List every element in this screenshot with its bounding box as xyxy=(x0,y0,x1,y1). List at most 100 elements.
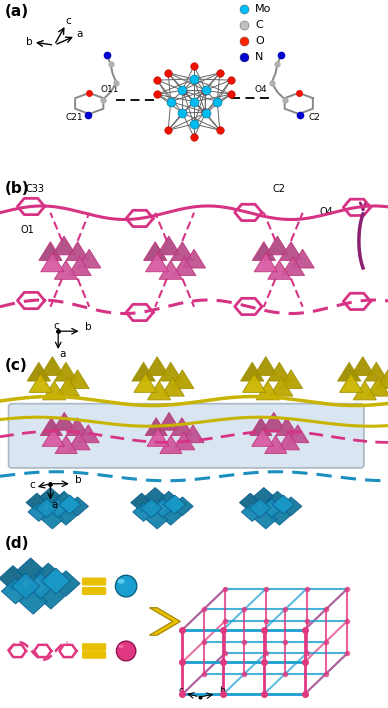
Polygon shape xyxy=(152,499,174,518)
Polygon shape xyxy=(239,493,261,512)
Polygon shape xyxy=(171,370,194,389)
Text: a: a xyxy=(59,349,65,359)
Text: a: a xyxy=(51,501,57,510)
Polygon shape xyxy=(39,241,62,261)
Polygon shape xyxy=(54,261,78,280)
Text: b: b xyxy=(219,686,225,695)
Polygon shape xyxy=(55,435,77,453)
Polygon shape xyxy=(27,573,55,599)
Polygon shape xyxy=(68,432,90,450)
Polygon shape xyxy=(144,241,167,261)
Polygon shape xyxy=(254,357,277,375)
Polygon shape xyxy=(133,503,154,521)
Polygon shape xyxy=(261,499,282,518)
Polygon shape xyxy=(78,249,101,268)
Polygon shape xyxy=(146,357,169,375)
FancyBboxPatch shape xyxy=(83,588,106,594)
Polygon shape xyxy=(268,506,290,525)
FancyBboxPatch shape xyxy=(83,578,106,585)
Polygon shape xyxy=(29,374,52,392)
Polygon shape xyxy=(253,488,275,506)
Polygon shape xyxy=(134,374,157,392)
Polygon shape xyxy=(2,578,29,604)
Polygon shape xyxy=(42,510,63,529)
Text: c: c xyxy=(54,321,59,331)
Polygon shape xyxy=(171,418,193,435)
Polygon shape xyxy=(159,362,182,381)
Polygon shape xyxy=(171,497,193,515)
Polygon shape xyxy=(291,249,314,268)
Polygon shape xyxy=(0,566,27,591)
Text: b: b xyxy=(75,475,81,485)
Polygon shape xyxy=(263,412,285,430)
Text: O1: O1 xyxy=(20,225,34,236)
Polygon shape xyxy=(280,497,302,515)
Text: (a): (a) xyxy=(5,4,29,18)
Polygon shape xyxy=(270,377,293,396)
Polygon shape xyxy=(146,510,168,529)
Polygon shape xyxy=(66,241,89,261)
Polygon shape xyxy=(27,362,50,381)
Polygon shape xyxy=(41,253,64,272)
Polygon shape xyxy=(43,381,66,400)
Polygon shape xyxy=(252,241,275,261)
Polygon shape xyxy=(160,435,182,453)
Polygon shape xyxy=(68,257,91,275)
Polygon shape xyxy=(34,563,62,588)
Polygon shape xyxy=(268,261,291,280)
Polygon shape xyxy=(365,362,388,381)
Polygon shape xyxy=(173,257,196,275)
Text: b: b xyxy=(85,322,91,333)
Polygon shape xyxy=(132,362,155,381)
Polygon shape xyxy=(277,432,300,450)
Polygon shape xyxy=(37,583,65,609)
Polygon shape xyxy=(182,249,206,268)
Polygon shape xyxy=(340,374,363,392)
Polygon shape xyxy=(147,381,171,400)
Text: c: c xyxy=(29,480,35,490)
Text: (c): (c) xyxy=(5,358,28,372)
Text: C2: C2 xyxy=(308,113,320,122)
Polygon shape xyxy=(250,418,272,435)
Polygon shape xyxy=(272,495,294,514)
Polygon shape xyxy=(53,412,75,430)
Ellipse shape xyxy=(118,579,125,583)
Polygon shape xyxy=(40,418,62,435)
Polygon shape xyxy=(146,253,169,272)
Ellipse shape xyxy=(118,644,124,649)
Text: C2: C2 xyxy=(273,184,286,194)
Polygon shape xyxy=(42,568,70,594)
Polygon shape xyxy=(66,370,89,389)
Polygon shape xyxy=(256,381,279,400)
Polygon shape xyxy=(267,491,288,510)
Text: O11: O11 xyxy=(101,85,120,94)
Polygon shape xyxy=(182,425,204,442)
Polygon shape xyxy=(54,362,78,381)
Polygon shape xyxy=(241,503,263,521)
Polygon shape xyxy=(17,558,45,583)
Text: C: C xyxy=(255,21,263,30)
Polygon shape xyxy=(276,418,298,435)
Polygon shape xyxy=(164,495,185,514)
Polygon shape xyxy=(268,362,291,381)
Polygon shape xyxy=(149,607,180,635)
Text: a: a xyxy=(76,29,83,39)
Polygon shape xyxy=(351,357,374,375)
Text: (b): (b) xyxy=(5,181,29,195)
FancyBboxPatch shape xyxy=(9,404,364,468)
Polygon shape xyxy=(147,428,169,446)
Polygon shape xyxy=(159,261,182,280)
Polygon shape xyxy=(26,493,48,512)
Polygon shape xyxy=(254,253,277,272)
Polygon shape xyxy=(249,499,271,518)
Polygon shape xyxy=(131,493,152,512)
Polygon shape xyxy=(160,506,182,525)
Polygon shape xyxy=(255,510,277,529)
Polygon shape xyxy=(53,491,75,510)
Polygon shape xyxy=(40,488,61,506)
Polygon shape xyxy=(41,357,64,375)
Text: O4: O4 xyxy=(254,85,267,94)
Polygon shape xyxy=(67,497,88,515)
Polygon shape xyxy=(56,377,80,396)
Polygon shape xyxy=(157,236,180,255)
